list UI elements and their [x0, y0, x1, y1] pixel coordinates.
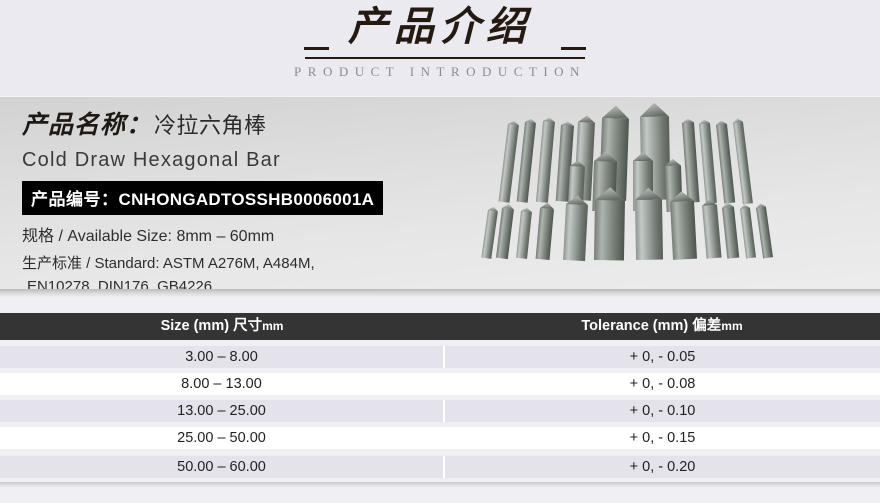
title-underline-rule: [305, 57, 585, 59]
cell-tolerance: + 0, - 0.15: [629, 430, 696, 446]
specification-table: Size (mm) 尺寸mm Tolerance (mm) 偏差mm 3.00 …: [0, 297, 880, 503]
available-size-line: 规格 / Available Size: 8mm – 60mm: [22, 228, 275, 245]
table-row: 8.00 – 13.00 + 0, - 0.08: [0, 373, 880, 395]
cell-size: 25.00 – 50.00: [177, 430, 266, 446]
standard-line-first: 生产标准 / Standard: ASTM A276M, A484M,: [22, 255, 315, 272]
column-divider: [443, 427, 445, 449]
hex-bars-illustration: [481, 102, 774, 262]
table-row: 13.00 – 25.00 + 0, - 0.10: [0, 400, 880, 422]
table-row: 50.00 – 60.00 + 0, - 0.20: [0, 456, 880, 478]
product-code-value: CNHONGADTOSSHB0006001A: [118, 190, 375, 209]
bars-back-row: [498, 102, 753, 205]
product-code-badge: 产品编号：CNHONGADTOSSHB0006001A: [22, 181, 384, 215]
column-header-tolerance: Tolerance (mm) 偏差mm: [444, 313, 880, 340]
product-code-label: 产品编号：: [31, 190, 119, 209]
cell-size: 50.00 – 60.00: [177, 459, 266, 475]
cell-tolerance: + 0, - 0.08: [629, 376, 696, 392]
title-banner: 产品介绍 PRODUCT INTRODUCTION: [0, 0, 880, 96]
cell-size: 13.00 – 25.00: [177, 403, 266, 419]
bars-front-row: [481, 187, 774, 262]
cell-tolerance: + 0, - 0.20: [629, 459, 696, 475]
product-photo: [430, 96, 880, 297]
column-divider: [443, 456, 445, 478]
table-bottom-edge: [0, 482, 880, 488]
page-title-cn: 产品介绍: [348, 4, 532, 49]
table-header-row: Size (mm) 尺寸mm Tolerance (mm) 偏差mm: [0, 313, 880, 340]
product-name-label: 产品名称：: [22, 112, 153, 139]
column-header-tolerance-text: Tolerance (mm) 偏差: [581, 318, 722, 334]
product-name-english: Cold Draw Hexagonal Bar: [22, 149, 281, 171]
column-divider: [443, 400, 445, 422]
product-name-value: 冷拉六角棒: [154, 113, 267, 138]
cell-tolerance: + 0, - 0.05: [629, 349, 696, 365]
column-header-tolerance-unit: mm: [721, 319, 743, 333]
cell-tolerance: + 0, - 0.10: [629, 403, 696, 419]
page-title-en: PRODUCT INTRODUCTION: [294, 64, 586, 79]
column-header-size: Size (mm) 尺寸mm: [0, 313, 444, 340]
column-header-size-unit: mm: [262, 319, 284, 333]
title-dash-right: [561, 47, 586, 50]
title-dash-left: [304, 47, 329, 50]
product-name-line: 产品名称：冷拉六角棒: [22, 111, 442, 144]
table-row: 3.00 – 8.00 + 0, - 0.05: [0, 346, 880, 368]
cell-size: 8.00 – 13.00: [181, 376, 262, 392]
table-row: 25.00 – 50.00 + 0, - 0.15: [0, 427, 880, 449]
column-header-size-text: Size (mm) 尺寸: [160, 318, 263, 334]
product-info-block: 产品名称：冷拉六角棒 Cold Draw Hexagonal Bar 产品编号：…: [22, 111, 442, 298]
column-divider: [443, 346, 445, 368]
section-divider: [0, 289, 880, 297]
cell-size: 3.00 – 8.00: [185, 349, 258, 365]
column-divider: [443, 373, 445, 395]
